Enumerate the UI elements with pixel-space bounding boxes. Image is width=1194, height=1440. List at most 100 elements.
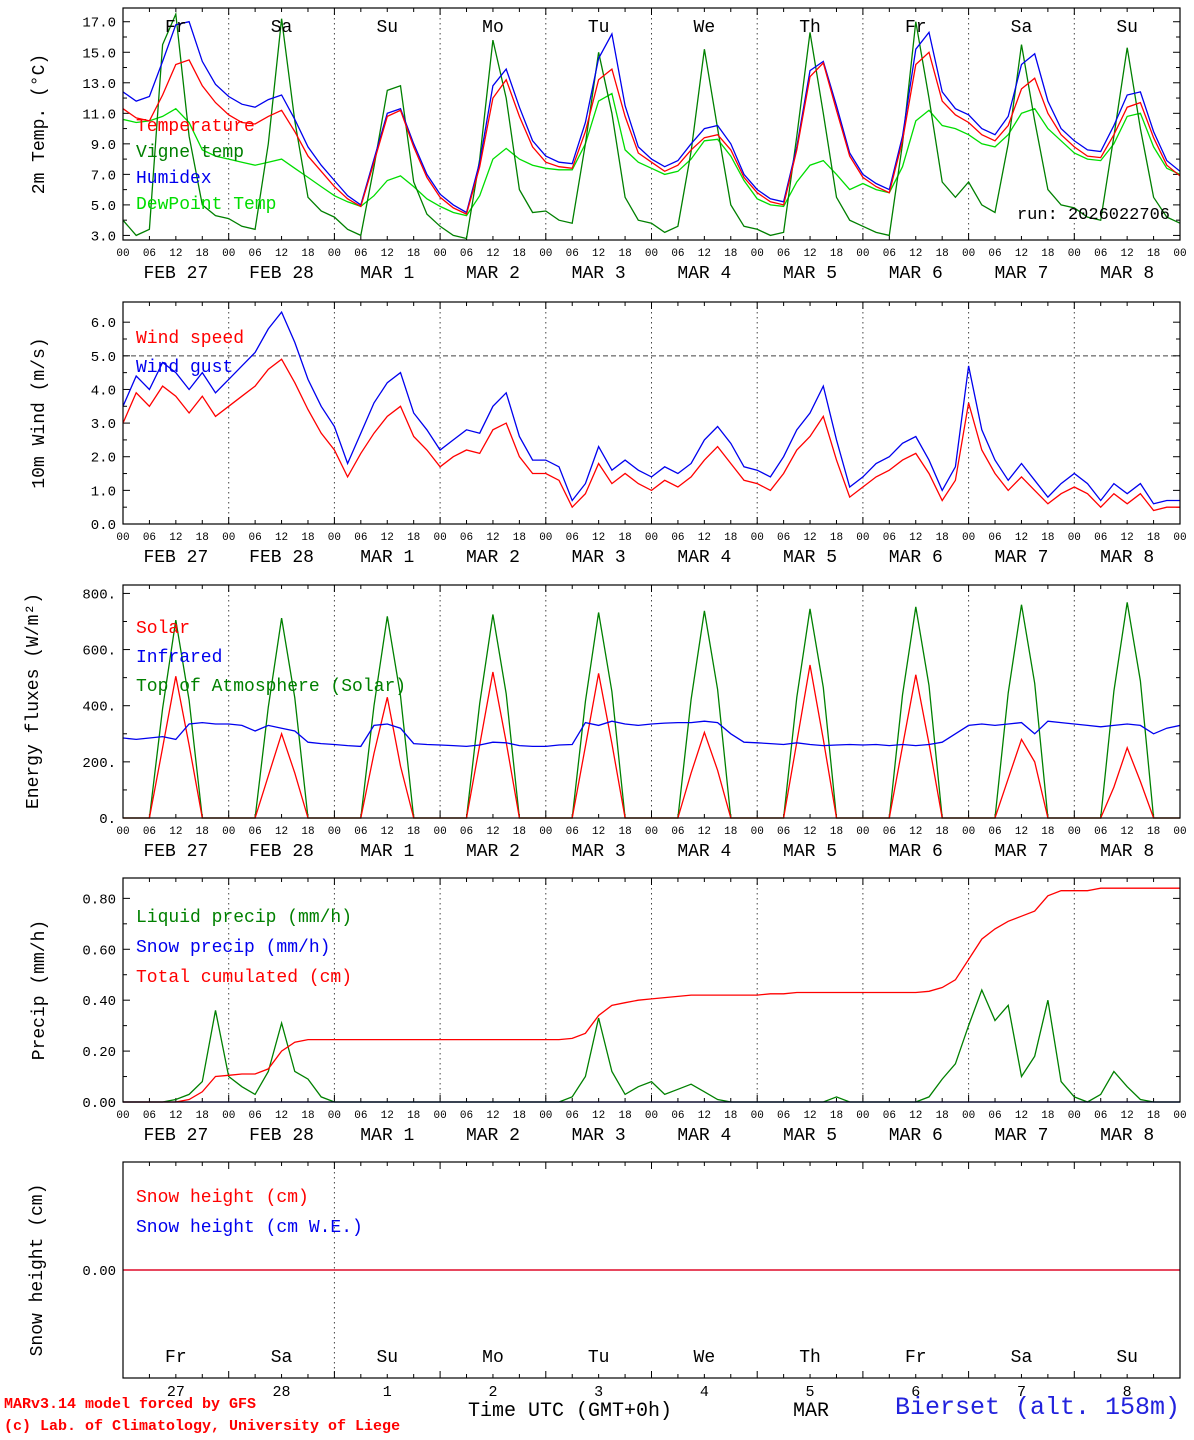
hour-tick-label: 00 [856, 1110, 869, 1122]
hour-tick-label: 12 [1015, 1110, 1028, 1122]
day-number-label: 3 [594, 1384, 603, 1401]
series-vigne-temp [123, 11, 1180, 240]
panel-frame [122, 1161, 1181, 1379]
hour-tick-label: 00 [328, 532, 341, 544]
panel-frame [122, 301, 1181, 525]
date-label: MAR 3 [572, 1126, 626, 1146]
y-tick-label: 3.0 [91, 417, 116, 433]
hour-tick-label: 18 [196, 826, 209, 838]
hour-tick-label: 00 [433, 532, 446, 544]
day-name-label: Su [376, 18, 398, 38]
hour-tick-label: 12 [909, 1110, 922, 1122]
hour-tick-label: 12 [169, 532, 182, 544]
hour-tick-label: 12 [698, 826, 711, 838]
legend-infrared: Infrared [136, 648, 223, 668]
date-label: MAR 7 [994, 842, 1048, 862]
hour-tick-label: 00 [1068, 1110, 1081, 1122]
day-number-label: 8 [1123, 1384, 1132, 1401]
date-label: MAR 5 [783, 548, 837, 568]
day-name-label: Th [799, 18, 821, 38]
hour-tick-label: 18 [513, 1110, 526, 1122]
hour-tick-label: 06 [671, 248, 684, 260]
panel-wind: 0.0 1.0 2.0 3.0 4.0 5.0 6.0 00 06 12 18 00 06 12 18 00 0… [91, 301, 1187, 568]
hour-tick-label: 00 [645, 826, 658, 838]
hour-tick-label: 00 [1173, 1110, 1186, 1122]
date-label: MAR 2 [466, 842, 520, 862]
panel-frame [122, 877, 1181, 1103]
date-label: MAR 1 [360, 842, 414, 862]
y-tick-label: 200. [82, 756, 116, 772]
y-tick-label: 0.40 [82, 994, 116, 1010]
hour-tick-label: 06 [883, 826, 896, 838]
hour-tick-label: 00 [539, 248, 552, 260]
panel-snow-height: 0.00 Fr Sa Su Mo Tu We Th Fr Sa Su 27 28 1 2 3 4 5 6 7 8 [82, 1161, 1181, 1401]
hour-tick-label: 12 [592, 532, 605, 544]
legend-wind-gust: Wind gust [136, 358, 234, 378]
hour-tick-label: 06 [1094, 248, 1107, 260]
hour-tick-label: 06 [143, 1110, 156, 1122]
series-temperature [123, 51, 1180, 216]
date-label: FEB 27 [143, 1126, 208, 1146]
hour-tick-label: 18 [1147, 532, 1160, 544]
hour-tick-label: 06 [1094, 826, 1107, 838]
hour-tick-label: 18 [618, 248, 631, 260]
date-label: MAR 1 [360, 1126, 414, 1146]
y-axis-title-temperature: 2m Temp. (°C) [30, 53, 50, 195]
hour-tick-label: 00 [856, 532, 869, 544]
day-number-label: 1 [383, 1384, 392, 1401]
date-label: MAR 3 [572, 548, 626, 568]
y-tick-label: 0.60 [82, 943, 116, 959]
hour-tick-label: 00 [222, 826, 235, 838]
hour-tick-label: 00 [116, 248, 129, 260]
hour-tick-label: 06 [988, 826, 1001, 838]
hour-tick-label: 06 [354, 248, 367, 260]
hour-tick-label: 00 [962, 248, 975, 260]
hour-tick-label: 00 [222, 1110, 235, 1122]
hour-tick-label: 00 [539, 532, 552, 544]
legend-solar: Solar [136, 619, 191, 639]
hour-tick-label: 12 [592, 826, 605, 838]
hour-tick-label: 12 [275, 248, 288, 260]
hour-tick-label: 12 [909, 248, 922, 260]
hour-tick-label: 18 [407, 532, 420, 544]
day-name-label: Su [1116, 18, 1138, 38]
hour-tick-label: 00 [1173, 248, 1186, 260]
hour-tick-label: 18 [196, 1110, 209, 1122]
series-dewpoint-temp [123, 92, 1180, 217]
day-name-label: Sa [1011, 1348, 1033, 1368]
hour-tick-label: 12 [275, 1110, 288, 1122]
hour-tick-label: 12 [909, 532, 922, 544]
hour-tick-label: 12 [1015, 826, 1028, 838]
hour-tick-label: 06 [671, 826, 684, 838]
date-label: FEB 27 [143, 842, 208, 862]
series-wind-speed [123, 358, 1180, 512]
hour-tick-label: 00 [751, 826, 764, 838]
hour-tick-label: 18 [1147, 826, 1160, 838]
series-total-cumulated [123, 887, 1180, 1103]
hour-tick-label: 12 [275, 532, 288, 544]
date-label: MAR 2 [466, 1126, 520, 1146]
hour-tick-label: 12 [486, 1110, 499, 1122]
y-tick-label: 0.20 [82, 1045, 116, 1061]
hour-tick-label: 06 [354, 1110, 367, 1122]
hour-tick-label: 12 [169, 826, 182, 838]
hour-tick-label: 00 [433, 1110, 446, 1122]
date-label: MAR 7 [994, 264, 1048, 284]
day-number-label: 28 [273, 1384, 291, 1401]
day-name-label: We [694, 1348, 716, 1368]
hour-tick-label: 12 [803, 1110, 816, 1122]
hour-tick-label: 18 [618, 1110, 631, 1122]
hour-tick-label: 12 [169, 1110, 182, 1122]
date-label: FEB 28 [249, 842, 314, 862]
date-label: MAR 3 [572, 264, 626, 284]
wind-legend: Wind speed Wind gust [136, 325, 244, 383]
date-label: MAR 8 [1100, 264, 1154, 284]
y-axis-title-wind: 10m Wind (m/s) [30, 337, 50, 489]
hour-tick-label: 12 [381, 248, 394, 260]
y-tick-label: 1.0 [91, 484, 116, 500]
hour-tick-label: 12 [1121, 826, 1134, 838]
precip-legend: Liquid precip (mm/h) Snow precip (mm/h) … [136, 903, 352, 993]
date-label: MAR 6 [889, 548, 943, 568]
series-humidex [123, 20, 1180, 214]
